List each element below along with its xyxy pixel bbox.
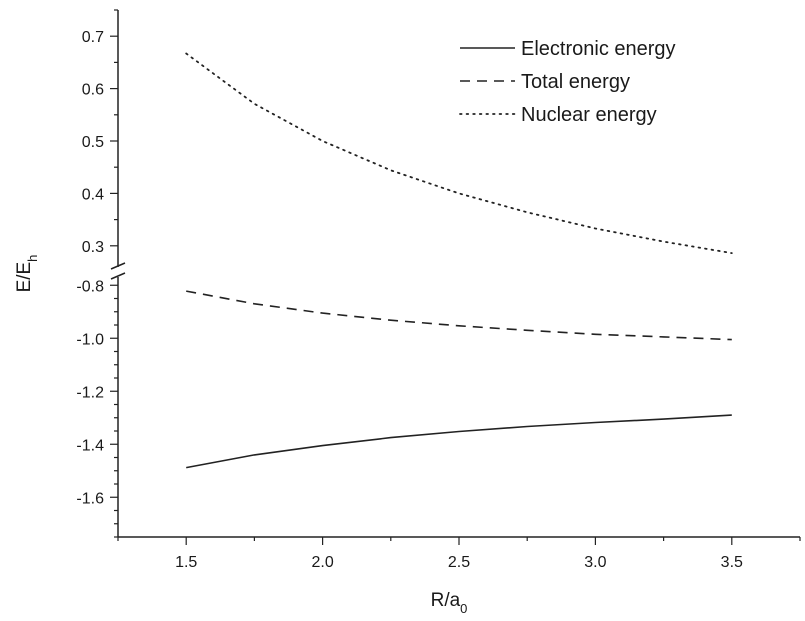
y-axis-label-subscript: h: [25, 255, 40, 262]
y-tick-label: -1.0: [76, 331, 104, 348]
axes: [110, 10, 800, 538]
series-line-total-energy: [186, 290, 732, 341]
x-axis-label-main: R/a: [431, 590, 461, 611]
y-tick-label: 0.3: [82, 239, 104, 256]
y-tick-label: -1.2: [76, 384, 104, 401]
x-tick-label: 3.5: [721, 554, 743, 571]
x-axis-label: R/a0: [431, 590, 468, 616]
y-tick-label: 0.6: [82, 82, 104, 99]
y-tick-label: 0.5: [82, 134, 104, 151]
x-axis-label-subscript: 0: [460, 601, 467, 616]
x-tick-label: 1.5: [175, 554, 197, 571]
x-tick-label: 2.0: [311, 554, 333, 571]
x-tick-label: 3.0: [584, 554, 606, 571]
x-tick-label: 2.5: [448, 554, 470, 571]
legend: Electronic energy Total energy Nuclear ene…: [459, 38, 676, 126]
axis-break-mark: [110, 262, 126, 270]
ticks: 1.5 2.0 2.5 3.0 3.5 0.3 0.4 0.5 0.6 0.7 -1.6 -1.4 -1…: [76, 9, 801, 571]
series-lines: [185, 52, 733, 469]
legend-entry-label: Nuclear energy: [521, 104, 657, 126]
series-line-electronic-energy: [186, 414, 732, 469]
axis-labels: R/a0 E/Eh: [14, 255, 467, 616]
series-line-nuclear-energy: [185, 52, 733, 255]
y-axis-label-main: E/E: [14, 262, 35, 293]
y-tick-label: -1.4: [76, 437, 104, 454]
y-tick-label: 0.7: [82, 29, 104, 46]
y-tick-label: 0.4: [82, 186, 104, 203]
axis-break-mark: [110, 272, 126, 280]
y-axis-label: E/Eh: [14, 255, 40, 293]
legend-entry-label: Total energy: [521, 71, 630, 93]
legend-entry-label: Electronic energy: [521, 38, 676, 60]
y-tick-label: -0.8: [76, 278, 104, 295]
y-tick-label: -1.6: [76, 490, 104, 507]
